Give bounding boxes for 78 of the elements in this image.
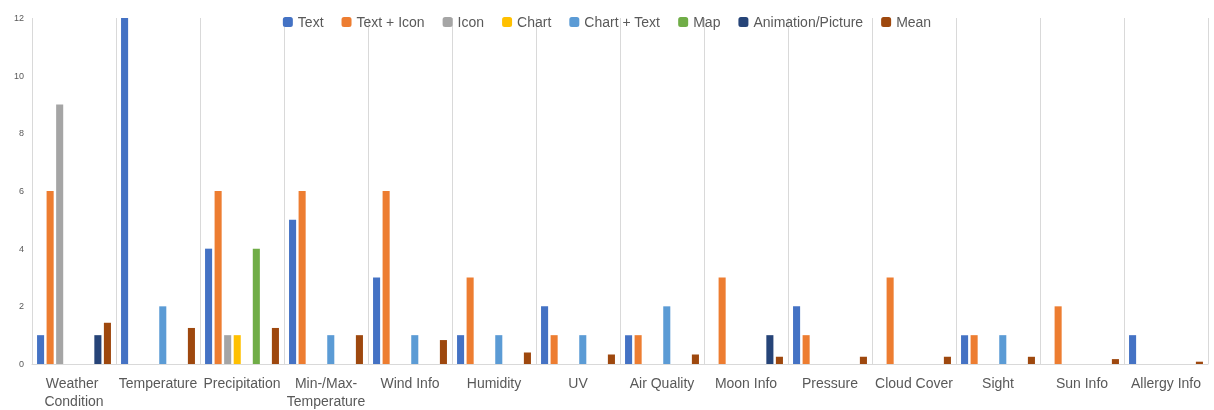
bar <box>373 277 381 364</box>
x-tick-label: Allergy Info <box>1130 375 1202 391</box>
bar <box>121 18 129 364</box>
bar <box>691 354 699 364</box>
bar <box>187 327 195 364</box>
bar <box>943 356 951 364</box>
bar <box>970 335 978 364</box>
x-tick-label: Pressure <box>801 375 859 391</box>
bar <box>56 104 64 364</box>
bar <box>859 356 867 364</box>
bar <box>961 335 969 364</box>
bar <box>541 306 549 364</box>
bar <box>1027 356 1035 364</box>
bar <box>793 306 801 364</box>
bar <box>495 335 503 364</box>
y-tick-label: 0 <box>18 359 24 369</box>
bar <box>37 335 45 364</box>
legend-label: Animation/Picture <box>753 14 864 30</box>
bar <box>802 335 810 364</box>
legend-label: Icon <box>457 14 485 30</box>
legend-label: Text + Icon <box>356 14 425 30</box>
legend-label: Mean <box>896 14 932 30</box>
legend-label: Chart <box>517 14 552 30</box>
bar <box>327 335 335 364</box>
x-tick-label: Sun Info <box>1055 375 1109 391</box>
bar <box>634 335 642 364</box>
bar <box>625 335 633 364</box>
x-tick-label: Sight <box>982 375 1015 391</box>
bar <box>550 335 558 364</box>
bar <box>355 335 363 364</box>
bar <box>663 306 671 364</box>
bar <box>382 191 390 364</box>
y-tick-label: 2 <box>18 301 24 312</box>
x-tick-label: UV <box>568 375 589 391</box>
legend-label: Text <box>297 14 324 30</box>
bar <box>523 352 531 364</box>
x-tick-label: Wind Info <box>380 375 440 391</box>
bar <box>775 356 783 364</box>
bar <box>252 248 260 364</box>
bar <box>886 277 894 364</box>
bar <box>233 335 241 364</box>
bar <box>439 340 447 364</box>
x-tick-label: Temperature <box>118 375 198 391</box>
y-tick-label: 10 <box>13 70 24 81</box>
bar <box>46 191 54 364</box>
bar <box>224 335 232 364</box>
bar <box>579 335 587 364</box>
x-tick-label: Min-/Max-Temperature <box>286 375 366 409</box>
bar <box>999 335 1007 364</box>
y-tick-label: 6 <box>18 186 24 196</box>
bar <box>411 335 419 364</box>
bar <box>466 277 474 364</box>
bar <box>289 219 297 364</box>
x-tick-label: Weather Condition <box>44 375 104 409</box>
bar <box>298 191 306 364</box>
bar <box>159 306 167 364</box>
x-tick-label: Humidity <box>466 375 522 391</box>
bar <box>271 327 279 364</box>
y-tick-label: 12 <box>13 13 24 23</box>
bar <box>103 322 111 364</box>
legend-label: Map <box>693 14 721 30</box>
x-tick-label: Cloud Cover <box>875 375 954 391</box>
bar <box>1054 306 1062 364</box>
bar <box>1111 359 1119 364</box>
x-tick-label: Air Quality <box>629 375 695 391</box>
bar <box>205 248 213 364</box>
bar <box>94 335 102 364</box>
bar <box>1129 335 1137 364</box>
y-tick-label: 4 <box>18 243 24 254</box>
bar <box>457 335 465 364</box>
bar <box>718 277 726 364</box>
legend-label: Chart + Text <box>584 14 661 30</box>
bar <box>214 191 222 364</box>
bar <box>766 335 774 364</box>
x-tick-label: Precipitation <box>203 375 281 391</box>
bar <box>607 354 615 364</box>
y-tick-label: 8 <box>18 128 24 139</box>
x-tick-label: Moon Info <box>714 375 778 391</box>
